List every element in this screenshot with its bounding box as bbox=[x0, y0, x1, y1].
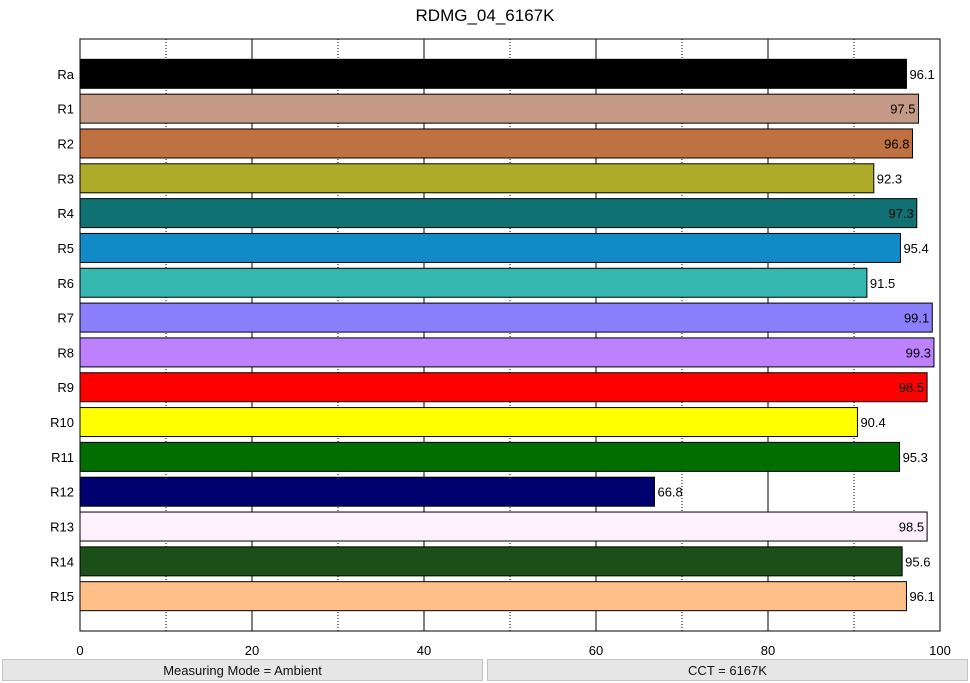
data-label: 96.1 bbox=[909, 67, 934, 82]
bar-R12 bbox=[79, 476, 655, 507]
plot-area bbox=[80, 39, 940, 631]
y-category-label: R4 bbox=[57, 206, 74, 221]
data-label: 97.5 bbox=[890, 102, 915, 117]
measuring-mode-status: Measuring Mode = Ambient bbox=[2, 659, 483, 681]
bar-R14 bbox=[79, 546, 903, 577]
y-category-label: R6 bbox=[57, 276, 74, 291]
bar-R5 bbox=[79, 232, 901, 263]
bar-R4 bbox=[79, 198, 918, 229]
bar-R9 bbox=[79, 372, 928, 403]
data-label: 90.4 bbox=[860, 415, 885, 430]
bar-R6 bbox=[79, 267, 868, 298]
data-label: 96.8 bbox=[884, 136, 909, 151]
data-label: 95.3 bbox=[903, 450, 928, 465]
data-label: 91.5 bbox=[870, 276, 895, 291]
y-category-label: R8 bbox=[57, 345, 74, 360]
y-category-label: R13 bbox=[50, 520, 74, 535]
bar-R8 bbox=[79, 337, 935, 368]
x-tick-label: 20 bbox=[245, 643, 259, 658]
data-label: 98.5 bbox=[899, 380, 924, 395]
x-tick-label: 100 bbox=[929, 643, 951, 658]
y-category-label: R14 bbox=[50, 554, 74, 569]
y-category-label: Ra bbox=[57, 67, 74, 82]
y-category-label: R10 bbox=[50, 415, 74, 430]
data-label: 95.4 bbox=[903, 241, 928, 256]
bar-R10 bbox=[79, 407, 858, 438]
data-label: 99.1 bbox=[904, 311, 929, 326]
bar-R13 bbox=[79, 511, 928, 542]
y-category-label: R7 bbox=[57, 311, 74, 326]
cct-status: CCT = 6167K bbox=[487, 659, 968, 681]
y-category-label: R1 bbox=[57, 102, 74, 117]
y-category-label: R11 bbox=[51, 450, 74, 465]
y-category-label: R2 bbox=[57, 136, 74, 151]
x-tick-label: 60 bbox=[589, 643, 603, 658]
data-label: 92.3 bbox=[877, 171, 902, 186]
bars-layer bbox=[79, 58, 935, 612]
bar-R11 bbox=[79, 441, 901, 472]
y-category-label: R5 bbox=[57, 241, 74, 256]
data-label: 96.1 bbox=[909, 589, 934, 604]
bar-Ra bbox=[79, 58, 907, 89]
bar-R3 bbox=[79, 163, 875, 194]
y-category-label: R12 bbox=[50, 485, 74, 500]
data-label: 66.8 bbox=[657, 485, 682, 500]
data-label: 99.3 bbox=[906, 345, 931, 360]
x-tick-label: 80 bbox=[761, 643, 775, 658]
x-tick-label: 0 bbox=[76, 643, 83, 658]
y-category-label: R15 bbox=[50, 589, 74, 604]
chart-title: RDMG_04_6167K bbox=[415, 6, 555, 25]
data-label: 95.6 bbox=[905, 554, 930, 569]
bar-R1 bbox=[79, 93, 919, 124]
bar-R15 bbox=[79, 581, 907, 612]
data-label: 97.3 bbox=[888, 206, 913, 221]
y-category-label: R9 bbox=[57, 380, 74, 395]
y-category-label: R3 bbox=[57, 171, 74, 186]
x-tick-label: 40 bbox=[417, 643, 431, 658]
data-label: 98.5 bbox=[899, 520, 924, 535]
bar-R2 bbox=[79, 128, 913, 159]
labels-layer: 0 20 40 60 80 100 Ra 96.1 R1 97.5 R2 96.8 R3 92.3 R4 97… bbox=[50, 67, 951, 658]
bar-R7 bbox=[79, 302, 933, 333]
plot-frame bbox=[79, 38, 941, 632]
